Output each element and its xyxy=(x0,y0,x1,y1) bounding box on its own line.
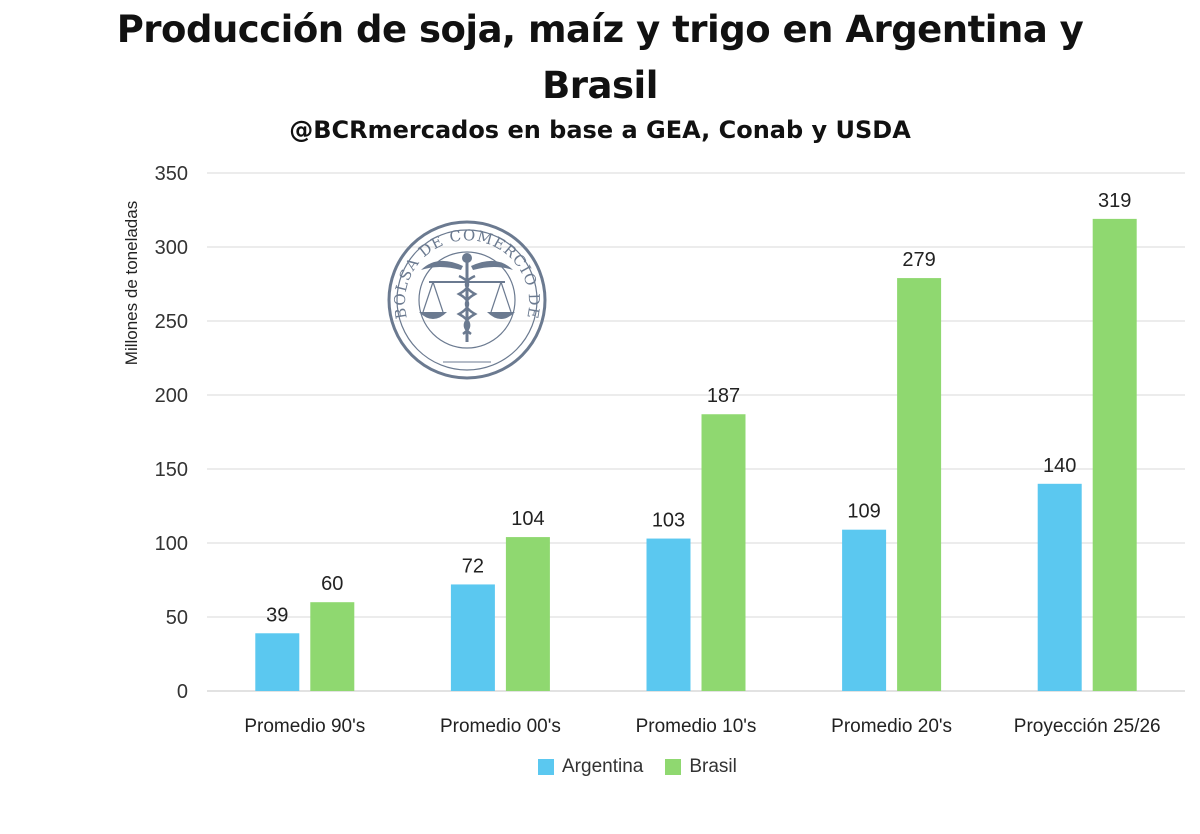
y-tick-label: 350 xyxy=(155,163,188,185)
legend-swatch-brasil xyxy=(665,759,682,775)
y-axis-label: Millones de toneladas xyxy=(122,201,141,365)
y-axis-ticks: 0 50 100 150 200 250 300 350 xyxy=(155,163,188,703)
data-label: 72 xyxy=(462,555,484,577)
data-label: 109 xyxy=(847,501,880,523)
y-tick-label: 0 xyxy=(177,681,188,703)
value-labels: 39 60 72 104 103 187 109 279 140 319 xyxy=(266,190,1131,626)
bar-argentina xyxy=(646,538,691,691)
data-label: 103 xyxy=(652,510,685,532)
chart-subtitle: @BCRmercados en base a GEA, Conab y USDA xyxy=(289,116,911,144)
chart-title-line-1: Producción de soja, maíz y trigo en Arge… xyxy=(116,8,1084,51)
data-label: 104 xyxy=(511,508,544,530)
x-tick-label: Promedio 10's xyxy=(636,716,757,737)
legend-label-brasil: Brasil xyxy=(689,756,737,777)
legend-label-argentina: Argentina xyxy=(562,756,644,777)
bar-brasil xyxy=(1092,218,1137,691)
bar-brasil xyxy=(310,602,355,691)
legend-swatch-argentina xyxy=(538,759,554,775)
legend-item-argentina: Argentina xyxy=(538,756,643,778)
y-tick-label: 200 xyxy=(155,385,188,407)
data-label: 39 xyxy=(266,604,288,626)
bar-argentina xyxy=(450,584,495,691)
data-label: 140 xyxy=(1043,455,1076,477)
bar-brasil xyxy=(897,278,942,691)
data-label: 319 xyxy=(1098,190,1131,212)
data-label: 279 xyxy=(902,249,935,271)
x-tick-label: Promedio 90's xyxy=(244,716,365,737)
y-tick-label: 150 xyxy=(155,459,188,481)
data-label: 187 xyxy=(707,385,740,407)
bars xyxy=(255,218,1137,691)
y-tick-label: 300 xyxy=(155,237,188,259)
bar-argentina xyxy=(1037,483,1082,691)
gridlines xyxy=(207,172,1185,692)
x-tick-label: Proyección 25/26 xyxy=(1014,716,1161,737)
bar-argentina xyxy=(842,529,887,691)
bar-brasil xyxy=(505,537,550,691)
bar-argentina xyxy=(255,633,300,691)
legend-item-brasil: Brasil xyxy=(665,756,737,778)
y-tick-label: 50 xyxy=(166,607,188,629)
y-tick-label: 250 xyxy=(155,311,188,333)
x-tick-label: Promedio 00's xyxy=(440,716,561,737)
legend: Argentina Brasil xyxy=(538,756,759,778)
y-tick-label: 100 xyxy=(155,533,188,555)
data-label: 60 xyxy=(321,573,343,595)
x-tick-label: Promedio 20's xyxy=(831,716,952,737)
chart-title-line-2: Brasil xyxy=(542,64,658,107)
bar-brasil xyxy=(701,414,746,691)
x-axis-ticks: Promedio 90's Promedio 00's Promedio 10's P… xyxy=(244,716,1160,737)
bcr-seal-logo: BOLSA DE COMERCIO DE ROSARIO xyxy=(387,220,547,380)
